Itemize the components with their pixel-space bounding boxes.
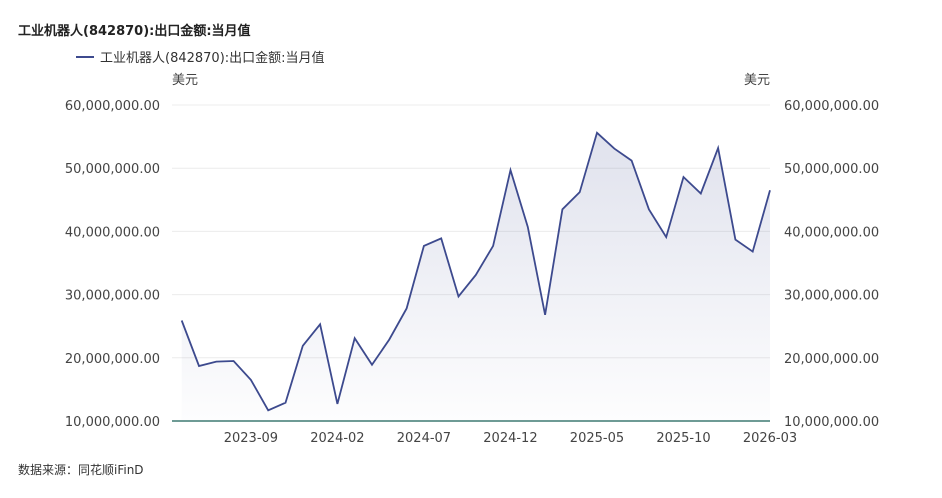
y-tick-label-left: 60,000,000.00 [65, 99, 160, 114]
x-tick-label: 2026-03 [743, 431, 797, 446]
chart-title: 工业机器人(842870):出口金额:当月值 [18, 24, 251, 39]
y-tick-label-right: 50,000,000.00 [784, 162, 879, 177]
series-line [180, 131, 771, 412]
y-tick-label-left: 50,000,000.00 [65, 162, 160, 177]
legend-swatch [76, 55, 94, 58]
x-tick-label: 2024-07 [397, 431, 451, 446]
legend[interactable]: 工业机器人(842870):出口金额:当月值 [76, 47, 325, 66]
legend-label: 工业机器人(842870):出口金额:当月值 [100, 51, 325, 66]
x-tick-label: 2025-10 [656, 431, 710, 446]
y-tick-label-left: 10,000,000.00 [65, 415, 160, 430]
source-note: 数据来源：同花顺iFinD [18, 463, 144, 477]
y-tick-label-right: 10,000,000.00 [784, 415, 879, 430]
y-tick-label-right: 30,000,000.00 [784, 289, 879, 304]
series-area [181, 132, 770, 422]
x-tick-label: 2024-12 [483, 431, 537, 446]
y-tick-label-right: 60,000,000.00 [784, 99, 879, 114]
x-tick-label: 2024-02 [310, 431, 364, 446]
y-tick-label-left: 30,000,000.00 [65, 289, 160, 304]
x-tick-label: 2025-05 [570, 431, 624, 446]
y-tick-label-left: 20,000,000.00 [65, 352, 160, 367]
x-tick-label: 2023-09 [224, 431, 278, 446]
y-tick-label-right: 40,000,000.00 [784, 225, 879, 240]
left-unit-label: 美元 [172, 73, 198, 88]
y-tick-label-right: 20,000,000.00 [784, 352, 879, 367]
y-tick-label-left: 40,000,000.00 [65, 225, 160, 240]
right-unit-label: 美元 [744, 73, 770, 88]
